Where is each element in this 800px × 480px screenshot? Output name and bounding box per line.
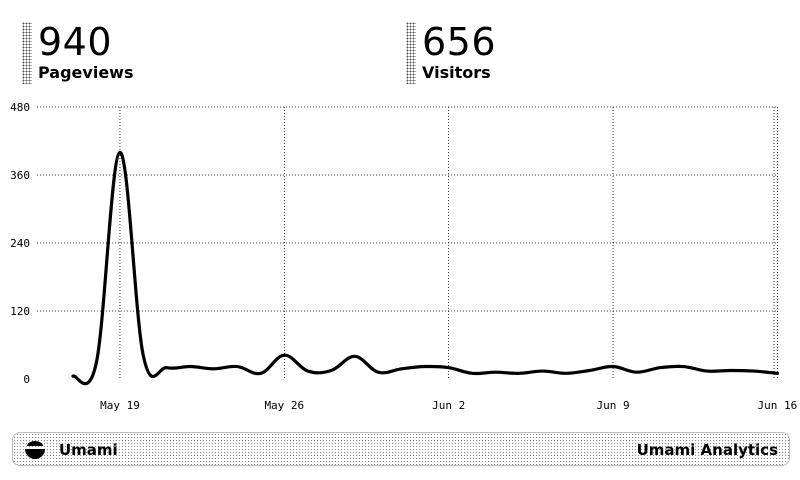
brand-name: Umami Analytics (636, 441, 778, 459)
x-tick-label: May 26 (264, 399, 304, 412)
y-axis-ticks: 0 120 240 360 480 (10, 101, 30, 386)
pageviews-label: Pageviews (38, 63, 134, 82)
series-line (71, 150, 779, 386)
pageviews-stat: 940 Pageviews (22, 22, 133, 84)
x-tick-label: May 19 (100, 399, 140, 412)
umami-bowl-icon (25, 441, 45, 459)
visitors-stat: 656 Visitors (406, 22, 496, 84)
x-tick-label: Jun 16 (758, 399, 798, 412)
visitors-label: Visitors (422, 63, 491, 82)
x-tick-label: Jun 9 (596, 399, 629, 412)
x-tick-label: Jun 2 (432, 399, 465, 412)
stat-indicator-bar (22, 22, 32, 84)
pageviews-line-chart: 0 120 240 360 480 May 19 May 26 Jun 2 Jun 9 Jun … (10, 101, 797, 412)
chart-grid (37, 106, 778, 379)
y-tick-label: 480 (10, 101, 30, 114)
y-tick-label: 360 (10, 169, 30, 182)
pageviews-value: 940 (38, 20, 113, 64)
y-tick-label: 240 (10, 237, 30, 250)
stat-indicator-bar (406, 22, 416, 84)
visitors-value: 656 (422, 20, 497, 64)
site-name: Umami (59, 441, 118, 459)
y-tick-label: 120 (10, 305, 30, 318)
y-tick-label: 0 (23, 373, 30, 386)
footer-bar: Umami Umami Analytics (12, 432, 790, 466)
x-axis-ticks: May 19 May 26 Jun 2 Jun 9 Jun 16 (100, 399, 797, 412)
